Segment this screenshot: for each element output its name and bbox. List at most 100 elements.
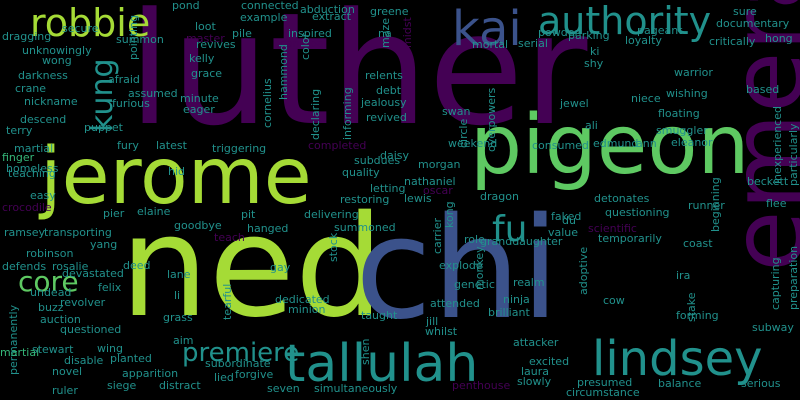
word: sure bbox=[733, 5, 757, 18]
word: pigeon bbox=[470, 98, 750, 193]
word: terry bbox=[6, 124, 33, 137]
word: seven bbox=[267, 382, 300, 395]
word: hanged bbox=[247, 222, 289, 235]
word: abduction bbox=[300, 3, 355, 16]
word: cornelius bbox=[261, 78, 274, 128]
word: tallulah bbox=[285, 334, 479, 394]
word: value bbox=[548, 226, 579, 239]
word: whilst bbox=[425, 325, 458, 338]
word: goodbye bbox=[174, 219, 222, 232]
word: pond bbox=[172, 0, 200, 12]
word: stock bbox=[327, 232, 340, 262]
word: nathaniel bbox=[404, 175, 456, 188]
word: shen bbox=[359, 338, 372, 365]
word: undead bbox=[30, 286, 72, 299]
word: fury bbox=[117, 139, 139, 152]
word: preparation bbox=[787, 245, 800, 310]
word: balance bbox=[658, 377, 702, 390]
word: stewart bbox=[32, 343, 74, 356]
word: serious bbox=[741, 377, 781, 390]
word: ned bbox=[120, 186, 384, 349]
word: restoring bbox=[340, 193, 390, 206]
word: coast bbox=[683, 237, 713, 250]
word: eager bbox=[183, 103, 215, 116]
word: lied bbox=[214, 371, 234, 384]
word: declaring bbox=[309, 88, 322, 140]
word: beginning bbox=[709, 177, 722, 232]
word: planted bbox=[110, 352, 152, 365]
word: critically bbox=[709, 35, 756, 48]
word: taught bbox=[361, 309, 398, 322]
word: simultaneously bbox=[314, 382, 398, 395]
word: minion bbox=[288, 303, 326, 316]
word: nickname bbox=[24, 95, 78, 108]
word: realm bbox=[513, 276, 545, 289]
word: attended bbox=[430, 297, 480, 310]
word: subdues bbox=[354, 154, 401, 167]
word: apparition bbox=[122, 367, 179, 380]
word: permanently bbox=[7, 304, 20, 375]
word: pier bbox=[103, 207, 125, 220]
word: pointing bbox=[127, 14, 140, 60]
word: robinson bbox=[26, 247, 74, 260]
word: weekend bbox=[448, 137, 498, 150]
word: subway bbox=[752, 321, 794, 334]
word: laura bbox=[521, 365, 550, 378]
word: defends bbox=[2, 260, 47, 273]
word: warrior bbox=[674, 66, 713, 79]
word: wing bbox=[97, 342, 124, 355]
word: explode bbox=[439, 259, 483, 272]
word: authority bbox=[538, 0, 712, 43]
word: completed bbox=[308, 139, 367, 152]
word: ninja bbox=[503, 293, 530, 306]
word: kelly bbox=[189, 52, 215, 65]
word: na bbox=[378, 27, 392, 40]
word: lewis bbox=[404, 192, 432, 205]
word: auction bbox=[40, 313, 81, 326]
word: descend bbox=[20, 113, 67, 126]
word: felix bbox=[98, 281, 122, 294]
word: lane bbox=[167, 268, 191, 281]
word: teaching bbox=[8, 167, 56, 180]
word: furious bbox=[112, 97, 150, 110]
word: rosalie bbox=[52, 260, 89, 273]
word: midst bbox=[401, 17, 414, 48]
word: ann bbox=[636, 137, 657, 150]
word: homeless bbox=[6, 162, 59, 175]
word: greene bbox=[370, 5, 409, 18]
word: penthouse bbox=[452, 379, 511, 392]
word: crocodile bbox=[2, 201, 52, 214]
word: quality bbox=[342, 166, 380, 179]
word: edmund bbox=[593, 137, 639, 150]
word: mortal bbox=[472, 38, 509, 51]
word: forgive bbox=[235, 368, 274, 381]
word: lindsey bbox=[592, 331, 763, 387]
word: grass bbox=[163, 311, 193, 324]
word: ali bbox=[585, 119, 598, 132]
word: darkness bbox=[18, 69, 68, 82]
word: novel bbox=[52, 365, 83, 378]
word: disable bbox=[64, 354, 104, 367]
word: pit bbox=[241, 208, 256, 221]
word: dragging bbox=[2, 30, 52, 43]
word: revived bbox=[366, 111, 407, 124]
word: detonates bbox=[594, 192, 650, 205]
word: devastated bbox=[62, 267, 124, 280]
word: particularly bbox=[787, 123, 800, 186]
word: beckett bbox=[747, 175, 789, 188]
word: crane bbox=[15, 82, 47, 95]
word: latest bbox=[156, 139, 187, 152]
word: master bbox=[186, 32, 225, 45]
word: elaine bbox=[137, 205, 171, 218]
word: wong bbox=[42, 54, 72, 67]
word: fu bbox=[492, 209, 528, 250]
word: example bbox=[240, 11, 288, 24]
word: role bbox=[464, 233, 485, 246]
word: puppet bbox=[84, 121, 123, 134]
word: letting bbox=[370, 182, 406, 195]
word: ruler bbox=[52, 384, 78, 397]
word: serial bbox=[518, 37, 548, 50]
word: connected bbox=[241, 0, 299, 12]
word: floating bbox=[658, 107, 700, 120]
